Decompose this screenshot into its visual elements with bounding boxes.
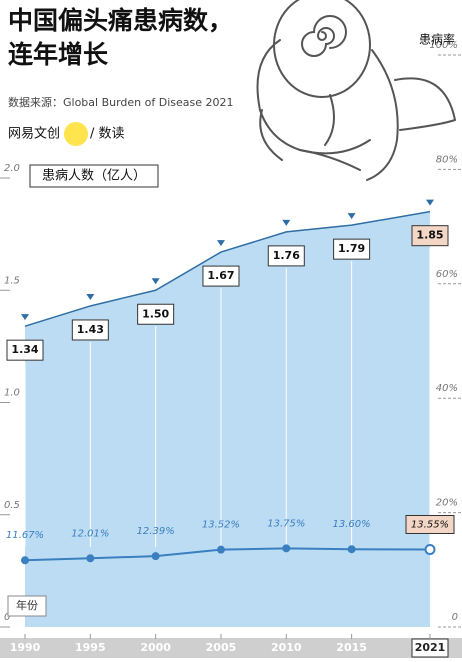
rate-point [86,554,95,563]
source: 数据来源：Global Burden of Disease 2021 [8,95,234,109]
rate-point [347,545,356,554]
value-label-box [202,265,240,287]
rate-label: 13.75% [267,518,305,529]
value-label: 1.50 [142,307,169,320]
y2-tick-label: 60% [436,269,458,280]
x-tick-label: 1995 [75,641,106,654]
chart-title: 连年增长 [8,40,109,69]
value-label: 1.79 [338,242,365,255]
rate-point [282,544,291,553]
point-marker [426,199,434,206]
y-tick-label: 1.0 [4,388,20,399]
x-axis-label: 年份 [16,598,38,612]
rate-label-box [405,514,455,534]
brand: 网易文创 [8,127,60,142]
x-axis-band [0,638,462,658]
rate-point [151,552,160,561]
y2-tick-label: 100% [429,40,458,51]
point-marker [86,293,95,300]
x-tick-label: 1990 [10,641,41,654]
rate-point [216,545,225,554]
rate-label: 11.67% [6,530,44,541]
plot: 0 0.5 1.0 1.5 2.0 0 20% 40% 60% 80% 100% 1.34 1.43 1.… [0,40,462,628]
value-label-box [411,225,449,247]
value-label-box [6,339,44,361]
point-marker [282,219,291,226]
area-line [24,210,431,327]
value-label: 1.67 [207,269,234,282]
point-marker [151,278,160,285]
y2-tick-label: 80% [436,154,458,165]
point-marker [216,240,225,247]
value-label: 1.43 [77,323,104,336]
rate-label: 12.39% [137,526,175,537]
rate-label: 13.60% [333,519,371,530]
x-label-box [7,595,47,617]
rate-label: 12.01% [71,528,109,539]
x-tick-label: 2015 [336,641,367,654]
value-label-box [333,238,371,260]
y-label-box [29,164,159,188]
value-label: 1.85 [416,229,443,242]
x-tick-label: 2005 [206,641,237,654]
chart-title: 中国偏头痛患病数， [8,6,233,35]
point-marker [347,213,356,220]
y2-axis-label: 患病率 [419,32,455,47]
rate-point [424,543,436,555]
y-axis-label: 患病人数（亿人） [42,169,146,184]
point-marker [21,314,29,321]
x-tick-label: 2021 [415,641,446,654]
y-tick-label: 0.5 [4,500,20,511]
y2-tick-label: 40% [436,383,458,394]
illustration [256,0,456,181]
rate-point [21,556,29,565]
value-label-box [71,319,109,341]
y-tick-label: 0 [4,612,10,623]
brand-dot [64,122,88,146]
rate-label: 13.52% [202,520,240,531]
value-label: 1.76 [273,249,300,262]
rate-label: 13.55% [411,519,449,530]
value-label: 1.34 [11,343,38,356]
value-label-box [137,303,175,325]
y-tick-label: 1.5 [4,275,20,286]
y2-tick-label: 20% [436,498,458,509]
y2-tick-label: 0 [452,612,458,623]
y-tick-label: 2.0 [4,163,20,174]
area [25,211,430,628]
x-tick-label: 2000 [140,641,171,654]
x-tick-label: 2010 [271,641,302,654]
brand-sub: / 数读 [90,127,125,142]
value-label-box [267,245,305,267]
